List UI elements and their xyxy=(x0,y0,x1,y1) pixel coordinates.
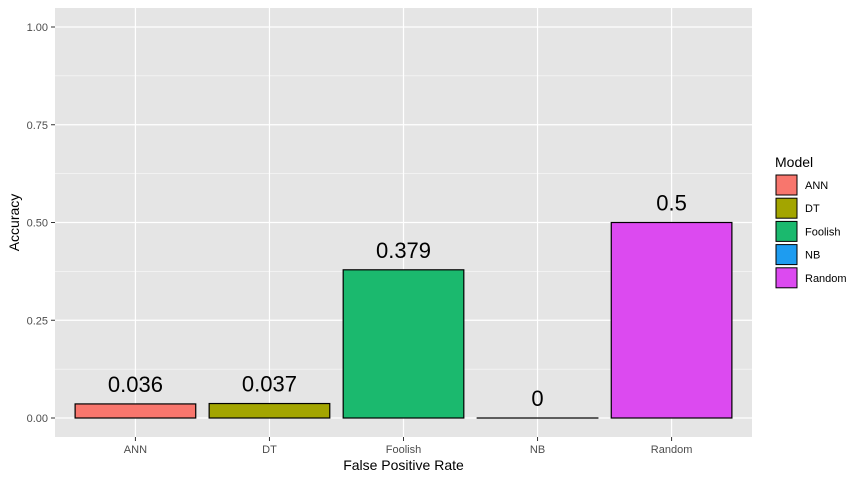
data-label-nb: 0 xyxy=(531,386,543,411)
bars xyxy=(74,221,733,419)
bar-dt xyxy=(208,402,331,419)
legend-label-random: Random xyxy=(805,273,847,285)
legend-label-dt: DT xyxy=(805,203,820,215)
x-tick-label: Random xyxy=(651,444,693,456)
y-tick-label: 0.75 xyxy=(27,120,48,132)
y-tick-label: 0.25 xyxy=(27,315,48,327)
legend-key-random xyxy=(775,267,798,289)
y-axis-title: Accuracy xyxy=(6,194,22,252)
data-label-ann: 0.036 xyxy=(108,372,163,397)
legend: Model ANN DT Foolish NB Random xyxy=(775,154,847,289)
y-tick-label: 0.00 xyxy=(27,413,48,425)
legend-key-nb xyxy=(775,244,798,266)
x-tick-label: DT xyxy=(262,444,277,456)
x-tick-label: ANN xyxy=(124,444,147,456)
data-label-dt: 0.037 xyxy=(242,372,297,397)
legend-key-ann xyxy=(775,174,798,196)
x-tick-label: Foolish xyxy=(386,444,421,456)
legend-label-nb: NB xyxy=(805,250,820,262)
bar-foolish xyxy=(342,269,465,419)
y-axis: 0.00 0.25 0.50 0.75 1.00 xyxy=(27,22,55,425)
bar-ann xyxy=(74,403,197,419)
x-axis-title: False Positive Rate xyxy=(343,457,464,473)
bar-random xyxy=(610,221,733,419)
x-axis: ANN DT Foolish NB Random xyxy=(124,437,693,456)
y-tick-label: 0.50 xyxy=(27,218,48,230)
legend-title: Model xyxy=(775,154,813,170)
legend-label-foolish: Foolish xyxy=(805,226,840,238)
legend-label-ann: ANN xyxy=(805,180,828,192)
y-tick-label: 1.00 xyxy=(27,22,48,34)
data-labels: 0.036 0.037 0.379 0 0.5 xyxy=(108,191,687,412)
legend-key-foolish xyxy=(775,220,798,242)
data-label-foolish: 0.379 xyxy=(376,238,431,263)
x-tick-label: NB xyxy=(530,444,545,456)
legend-key-dt xyxy=(775,197,798,219)
data-label-random: 0.5 xyxy=(656,191,687,216)
